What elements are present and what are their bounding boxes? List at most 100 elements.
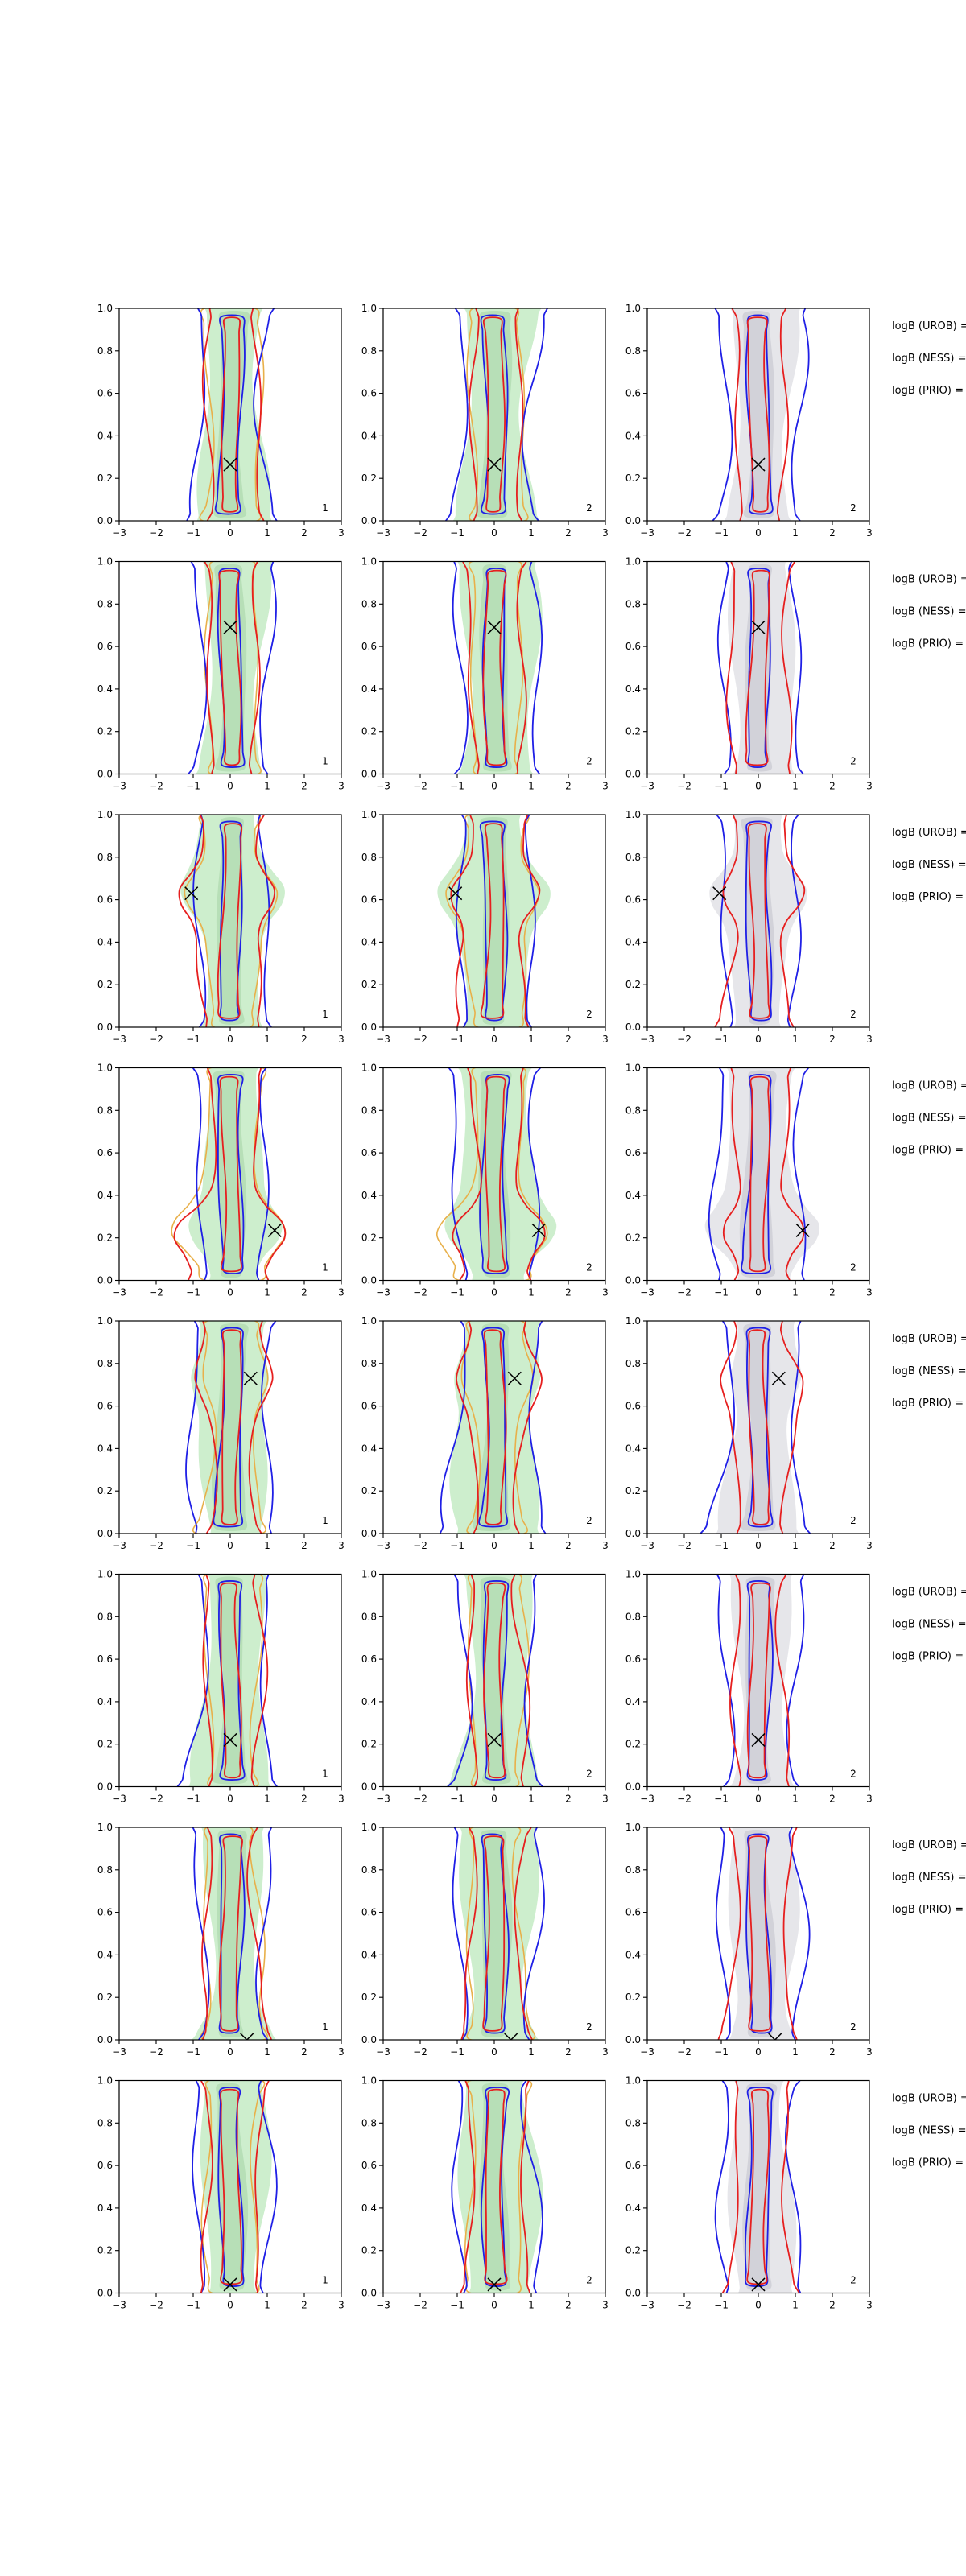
y-tick-label: 0.8 (625, 345, 641, 357)
logB-label: logB (UROB) = (892, 827, 966, 839)
y-tick-label: 1.0 (625, 303, 641, 314)
x-tick-label: 1 (264, 2046, 270, 2058)
x-tick-label: 1 (792, 2046, 799, 2058)
contour-red-inner (749, 1075, 770, 1273)
y-tick-label: 0.4 (625, 2202, 641, 2214)
y-tick-label: 1.0 (625, 2075, 641, 2087)
panel-count-label: 2 (850, 2021, 857, 2033)
plot-area (704, 1067, 820, 1281)
x-tick-label: 1 (528, 781, 535, 792)
y-tick-label: 0.4 (97, 1696, 113, 1707)
contour-blue-outer (455, 815, 536, 1027)
contour-orange (445, 815, 540, 1027)
y-tick-label: 0.8 (97, 852, 113, 863)
x-tick-label: −2 (149, 1034, 163, 1045)
x-tick-label: −2 (149, 1540, 163, 1551)
density-fill-inner (742, 311, 774, 518)
contour-blue-outer (185, 1321, 277, 1534)
contour-red-outer (178, 815, 275, 1027)
y-tick-label: 0.0 (97, 2034, 113, 2046)
y-tick-label: 1.0 (361, 303, 377, 314)
x-tick-label: −2 (677, 1540, 691, 1551)
logB-label: logB (PRIO) = (892, 638, 964, 650)
plot-area (185, 308, 278, 521)
contour-red-outer (173, 1067, 287, 1281)
x-tick-label: −1 (714, 1034, 729, 1045)
plot-area (436, 1067, 557, 1281)
contour-blue-inner (218, 1833, 246, 2034)
x-tick-label: −3 (112, 527, 126, 539)
x-tick-label: 1 (528, 1540, 535, 1551)
panel-r0-c1: −3 −2 −1 0 1 2 3 0.0 0.2 0.4 0.6 0.8 1.0 2 (361, 303, 609, 539)
x-tick-label: −2 (413, 527, 427, 539)
true-value-marker (504, 2033, 518, 2040)
contour-blue-inner (746, 1580, 774, 1781)
true-value-marker (751, 1732, 766, 1747)
panel-r5-c0: −3 −2 −1 0 1 2 3 0.0 0.2 0.4 0.6 0.8 1.0 1 (97, 1569, 345, 1805)
x-tick-label: −3 (640, 527, 654, 539)
x-tick-label: 3 (338, 1034, 345, 1045)
x-tick-label: −2 (413, 1794, 427, 1805)
density-fill-inner (739, 1070, 777, 1278)
x-tick-label: −2 (413, 1034, 427, 1045)
contour-red-outer (456, 1321, 543, 1534)
true-value-marker (223, 2277, 237, 2292)
x-tick-label: 3 (866, 2300, 873, 2311)
x-tick-label: 1 (792, 1034, 799, 1045)
y-tick-label: 0.6 (625, 1653, 641, 1665)
x-tick-label: 1 (792, 1794, 799, 1805)
panel-r1-c1: −3 −2 −1 0 1 2 3 0.0 0.2 0.4 0.6 0.8 1.0 2 (361, 556, 609, 792)
logB-labels-row-6: logB (UROB) = logB (NESS) = logB (PRIO) = (892, 1839, 966, 1916)
y-tick-label: 0.6 (625, 2160, 641, 2171)
x-tick-label: −3 (112, 2300, 126, 2311)
contour-red-outer (194, 1321, 274, 1534)
y-tick-label: 0.8 (361, 1104, 377, 1116)
y-tick-label: 0.8 (361, 1611, 377, 1622)
y-tick-label: 0.8 (97, 1864, 113, 1876)
contour-red-inner (220, 1582, 242, 1779)
panel-count-label: 2 (850, 502, 857, 514)
y-tick-label: 0.0 (97, 515, 113, 526)
x-tick-label: 2 (829, 781, 836, 792)
y-tick-label: 0.0 (625, 515, 641, 526)
x-tick-label: −2 (149, 527, 163, 539)
y-tick-label: 0.0 (361, 1022, 377, 1033)
logB-label: logB (UROB) = (892, 320, 966, 332)
contour-red-inner (745, 569, 770, 766)
y-tick-label: 0.2 (97, 726, 113, 737)
y-tick-label: 1.0 (625, 556, 641, 568)
contour-blue-inner (744, 2087, 774, 2287)
plot-area (178, 815, 285, 1027)
x-tick-label: 0 (755, 781, 762, 792)
y-tick-label: 0.0 (625, 769, 641, 780)
y-tick-label: 0.2 (361, 1232, 377, 1244)
plot-area (716, 561, 804, 774)
density-fill-inner (473, 1323, 511, 1531)
y-tick-label: 0.0 (97, 1275, 113, 1286)
x-tick-label: 1 (264, 1540, 270, 1551)
x-tick-label: 2 (301, 1540, 308, 1551)
panel-count-label: 2 (586, 1009, 592, 1020)
panel-r7-c1: −3 −2 −1 0 1 2 3 0.0 0.2 0.4 0.6 0.8 1.0 2 (361, 2075, 609, 2311)
contour-blue-outer (185, 308, 278, 521)
panel-count-label: 2 (586, 2021, 592, 2033)
x-tick-label: −3 (640, 781, 654, 792)
x-tick-label: 3 (338, 2300, 345, 2311)
panel-count-label: 2 (850, 1769, 857, 1780)
true-value-marker (243, 1371, 258, 1385)
y-tick-label: 0.2 (97, 473, 113, 484)
y-tick-label: 0.4 (625, 683, 641, 695)
y-tick-label: 1.0 (361, 1822, 377, 1833)
x-tick-label: 2 (301, 527, 308, 539)
contour-blue-outer (444, 308, 549, 521)
panel-r3-c2: −3 −2 −1 0 1 2 3 0.0 0.2 0.4 0.6 0.8 1.0 2 (625, 1063, 873, 1298)
x-tick-label: −3 (376, 1540, 390, 1551)
contour-blue-outer (192, 2080, 278, 2293)
y-tick-label: 0.0 (97, 1528, 113, 1539)
y-tick-label: 1.0 (97, 809, 113, 820)
true-value-marker (712, 886, 727, 901)
plot-area (187, 561, 277, 774)
contour-blue-inner (480, 2087, 510, 2287)
panel-count-label: 2 (586, 2275, 592, 2286)
x-tick-label: 0 (227, 1794, 233, 1805)
